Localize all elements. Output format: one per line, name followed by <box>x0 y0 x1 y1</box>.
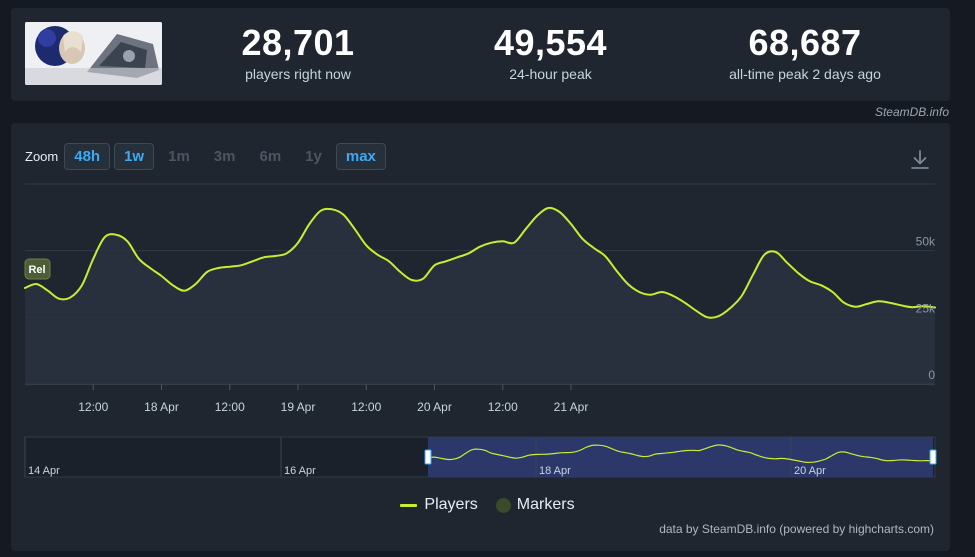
navigator-date-label: 20 Apr <box>794 465 826 477</box>
zoom-bar: Zoom 48h 1w 1m 3m 6m 1y max <box>25 143 390 170</box>
navigator-handle-left[interactable] <box>424 449 432 465</box>
navigator[interactable]: 14 Apr 16 Apr 18 Apr 20 Apr <box>24 436 937 478</box>
legend-players-label: Players <box>424 496 478 513</box>
x-tick-label: 12:00 <box>351 400 381 414</box>
chart-legend: Players Markers <box>0 496 975 514</box>
zoom-48h-button[interactable]: 48h <box>64 143 111 170</box>
legend-players[interactable]: Players <box>400 496 478 514</box>
legend-markers-label: Markers <box>516 496 575 513</box>
players-area-fill <box>25 207 935 384</box>
release-marker-label: Rel <box>28 264 45 276</box>
peak-24h-value: 49,554 <box>493 22 608 63</box>
release-marker[interactable]: Rel <box>24 258 51 280</box>
zoom-6m-button[interactable]: 6m <box>259 148 282 165</box>
release-marker-badge[interactable] <box>24 258 51 280</box>
current-players-label: players right now <box>245 66 351 82</box>
all-time-peak-value: 68,687 <box>748 22 862 63</box>
zoom-1y-button[interactable]: 1y <box>305 148 322 165</box>
players-series-line[interactable] <box>24 206 936 319</box>
x-tick-label: 20 Apr <box>417 400 452 414</box>
x-tick-label: 12:00 <box>488 400 518 414</box>
x-axis-labels: 12:00 18 Apr 12:00 19 Apr 12:00 20 Apr 12:00 21… <box>78 400 588 414</box>
steamdb-credit-top[interactable]: SteamDB.info <box>874 105 949 119</box>
current-players-value: 28,701 <box>241 22 355 63</box>
zoom-3m-button[interactable]: 3m <box>213 148 236 165</box>
all-time-peak-label: all-time peak 2 days ago <box>729 66 881 82</box>
y-axis-labels: 0 25k 50k <box>916 235 936 382</box>
legend-markers[interactable]: Markers <box>495 496 575 514</box>
zoom-1w-button[interactable]: 1w <box>114 143 155 170</box>
game-thumbnail[interactable] <box>25 22 162 85</box>
x-tick-label: 21 Apr <box>554 400 589 414</box>
chart-credit[interactable]: data by SteamDB.info (powered by highcha… <box>659 522 934 536</box>
navigator-selection[interactable] <box>428 437 933 477</box>
download-icon[interactable] <box>909 149 931 171</box>
x-tick-label: 12:00 <box>78 400 108 414</box>
legend-markers-swatch <box>495 497 511 513</box>
stat-all-time-peak: 68,687 all-time peak 2 days ago <box>705 22 905 83</box>
zoom-1m-button[interactable]: 1m <box>168 148 190 165</box>
navigator-series-line <box>427 444 934 464</box>
x-tick-label: 12:00 <box>215 400 245 414</box>
x-tick-label: 19 Apr <box>281 400 316 414</box>
y-tick-label: 0 <box>928 368 935 382</box>
y-tick-label: 50k <box>916 235 936 249</box>
zoom-max-button[interactable]: max <box>335 143 386 170</box>
peak-24h-label: 24-hour peak <box>509 66 592 82</box>
stat-24h-peak: 49,554 24-hour peak <box>463 22 638 83</box>
legend-players-swatch <box>400 503 418 507</box>
y-tick-label: 25k <box>916 301 936 315</box>
game-logo-image <box>25 22 162 85</box>
stat-current-players: 28,701 players right now <box>223 22 373 83</box>
navigator-date-label: 16 Apr <box>284 465 316 477</box>
zoom-label: Zoom <box>25 149 59 164</box>
x-tick-label: 18 Apr <box>144 400 179 414</box>
navigator-date-label: 14 Apr <box>28 465 60 477</box>
stats-card: 28,701 players right now 49,554 24-hour … <box>11 8 950 101</box>
navigator-date-label: 18 Apr <box>539 465 571 477</box>
navigator-handle-right[interactable] <box>929 449 937 465</box>
